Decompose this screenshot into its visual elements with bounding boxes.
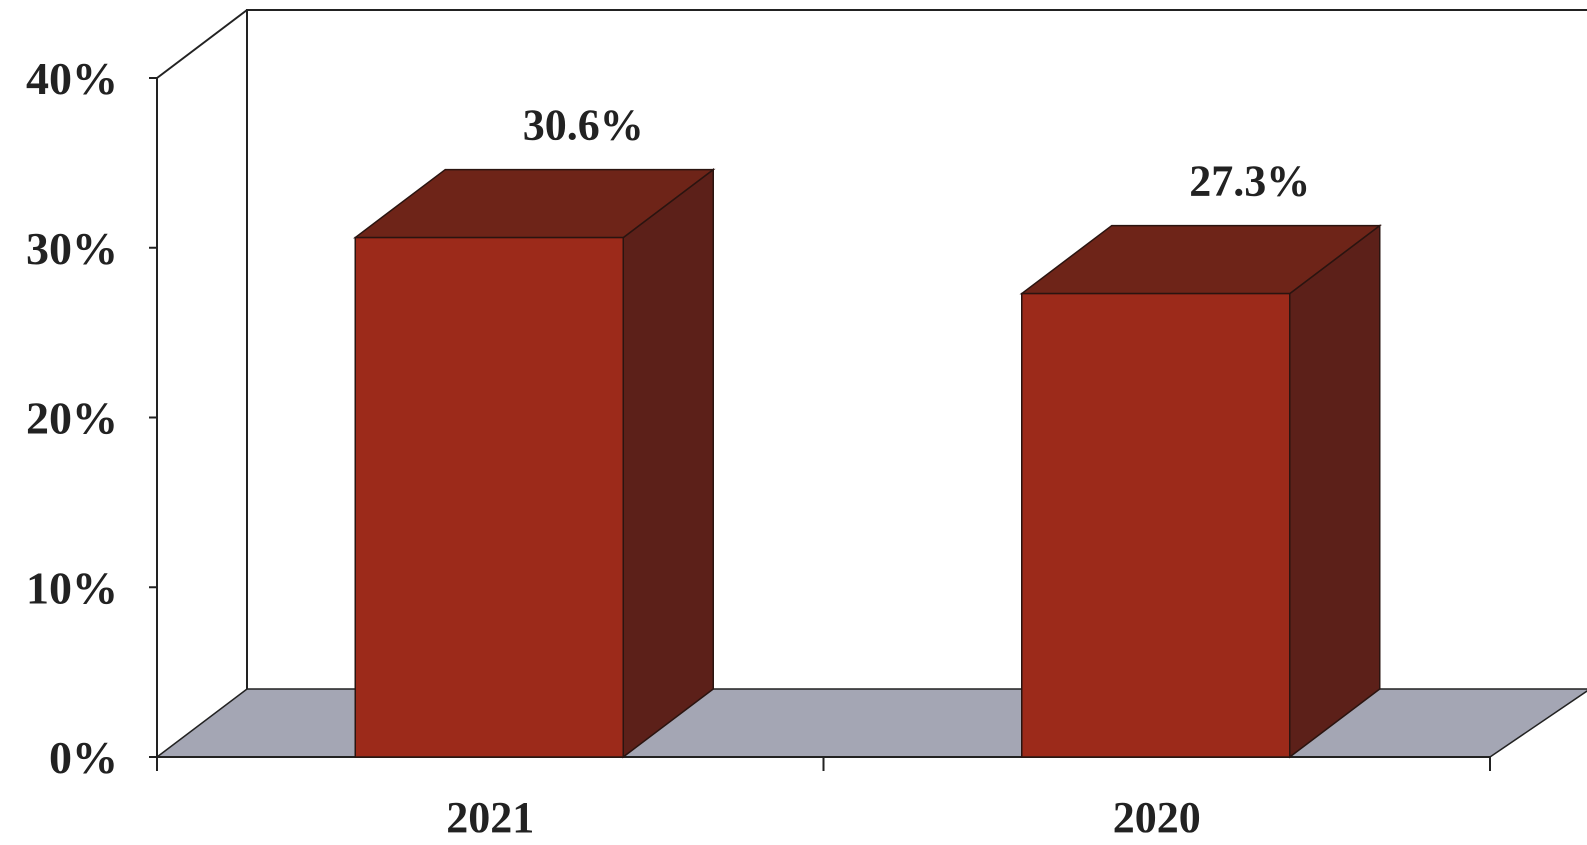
bar-value-label: 30.6% (523, 101, 644, 150)
bar-front-face (1021, 292, 1291, 758)
bar-side-face (1289, 224, 1381, 759)
bar-front-face (354, 236, 624, 758)
x-category-label: 2021 (446, 793, 534, 842)
y-tick-label: 10% (26, 562, 118, 613)
y-tick-label: 20% (26, 393, 118, 444)
side-wall-top-edge (156, 9, 248, 79)
y-tick-label: 30% (26, 223, 118, 274)
bar-side-face (622, 168, 714, 759)
bar-value-label: 27.3% (1189, 157, 1310, 206)
chart-labels: 0% 10% 20% 30% 40% 30.6% 2021 27.3% 2020 (26, 53, 1310, 842)
y-tick-label: 0% (49, 732, 118, 783)
chart-bars (353, 168, 1382, 759)
y-tick-label: 40% (26, 53, 118, 104)
bar (353, 168, 716, 759)
x-category-label: 2020 (1113, 793, 1201, 842)
chart-walls (156, 9, 1587, 689)
bar (1019, 224, 1382, 759)
